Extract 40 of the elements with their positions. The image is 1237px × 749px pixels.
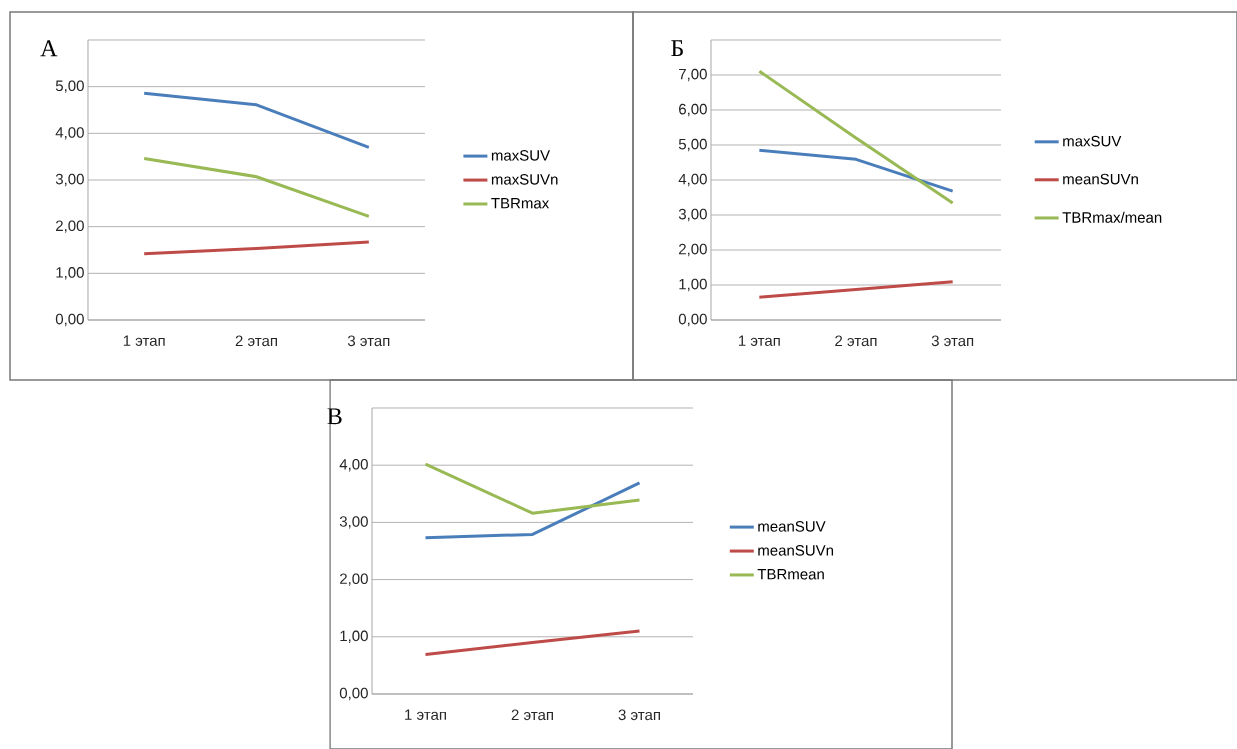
y-tick-label: 6,00: [679, 103, 707, 117]
chart-title: Б: [671, 40, 683, 57]
legend-label: maxSUVn: [491, 174, 558, 185]
x-tick-label: 2 этап: [235, 335, 277, 347]
chart-title: А: [40, 40, 58, 57]
y-tick-label: 1,00: [679, 278, 707, 292]
y-tick-label: 1,00: [56, 267, 84, 280]
y-tick-label: 5,00: [678, 138, 707, 152]
chart-title: В: [327, 408, 342, 425]
y-tick-label: 7,00: [679, 68, 707, 82]
legend-label: TBRmax/mean: [1062, 211, 1162, 223]
y-tick-label: 0,00: [55, 313, 84, 327]
y-tick-label: 4,00: [339, 458, 368, 472]
x-tick-label: 1 этап: [405, 709, 446, 720]
x-tick-label: 2 этап: [835, 335, 877, 347]
legend-label: maxSUV: [1063, 135, 1122, 147]
y-tick-label: 2,00: [679, 243, 707, 257]
legend-label: meanSUVn: [758, 545, 834, 556]
legend-label: meanSUV: [758, 521, 826, 532]
y-tick-label: 5,00: [55, 80, 84, 93]
legend-label: meanSUVn: [1063, 173, 1138, 185]
legend-label: maxSUV: [491, 150, 550, 161]
y-tick-label: 4,00: [678, 173, 707, 187]
x-tick-label: 1 этап: [738, 335, 780, 346]
x-tick-label: 3 этап: [931, 335, 974, 347]
x-tick-label: 3 этап: [347, 335, 390, 347]
legend-label: TBRmax: [491, 198, 550, 209]
x-tick-label: 3 этап: [618, 709, 660, 721]
y-tick-label: 0,00: [339, 687, 368, 701]
x-tick-label: 2 этап: [511, 709, 553, 721]
y-tick-label: 2,00: [56, 220, 84, 233]
y-tick-label: 1,00: [340, 630, 368, 643]
y-tick-label: 4,00: [55, 127, 84, 140]
x-tick-label: 1 этап: [123, 335, 165, 346]
y-tick-label: 2,00: [340, 573, 368, 586]
y-tick-label: 3,00: [339, 516, 368, 529]
y-tick-label: 0,00: [678, 313, 707, 327]
y-tick-label: 3,00: [55, 173, 84, 187]
legend-label: TBRmean: [757, 569, 824, 580]
y-tick-label: 3,00: [678, 208, 707, 222]
